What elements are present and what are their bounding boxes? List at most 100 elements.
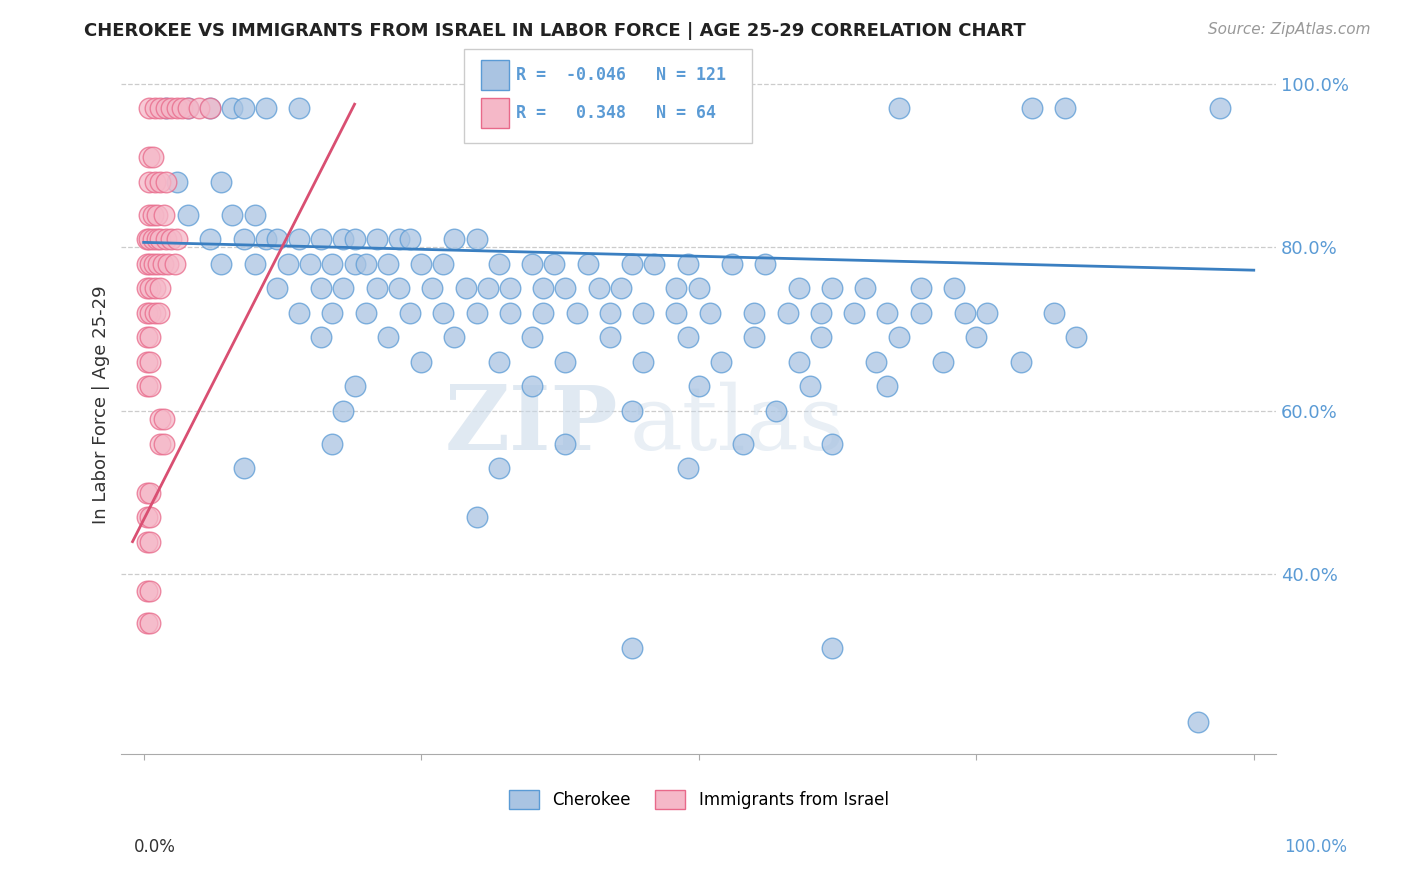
- Point: [599, 330, 621, 344]
- Point: [309, 330, 332, 344]
- Point: [876, 306, 898, 320]
- Point: [910, 281, 932, 295]
- Point: [149, 281, 172, 295]
- Point: [166, 175, 188, 189]
- Point: [343, 379, 366, 393]
- Point: [309, 281, 332, 295]
- Point: [776, 306, 799, 320]
- Point: [599, 306, 621, 320]
- Point: [388, 232, 411, 246]
- Point: [1021, 101, 1043, 115]
- Point: [139, 583, 162, 598]
- Point: [976, 306, 998, 320]
- Point: [149, 175, 172, 189]
- Point: [742, 330, 765, 344]
- Point: [172, 101, 194, 115]
- Point: [243, 208, 266, 222]
- Point: [160, 232, 183, 246]
- Point: [155, 175, 177, 189]
- Point: [166, 101, 188, 115]
- Text: Source: ZipAtlas.com: Source: ZipAtlas.com: [1208, 22, 1371, 37]
- Point: [1064, 330, 1087, 344]
- Point: [200, 101, 222, 115]
- Point: [177, 101, 200, 115]
- Point: [377, 330, 399, 344]
- Point: [366, 232, 388, 246]
- Point: [621, 640, 644, 655]
- Point: [149, 101, 172, 115]
- Point: [136, 510, 159, 524]
- Legend: Cherokee, Immigrants from Israel: Cherokee, Immigrants from Israel: [502, 783, 896, 816]
- Point: [141, 150, 163, 164]
- Point: [139, 510, 162, 524]
- Point: [810, 306, 832, 320]
- Point: [152, 257, 174, 271]
- Point: [232, 461, 254, 475]
- Point: [454, 281, 477, 295]
- Point: [188, 101, 211, 115]
- Point: [139, 616, 162, 631]
- Point: [136, 232, 159, 246]
- Point: [138, 150, 160, 164]
- Point: [821, 281, 844, 295]
- Point: [149, 436, 172, 450]
- Point: [146, 257, 169, 271]
- Point: [139, 330, 162, 344]
- Point: [531, 281, 554, 295]
- Point: [388, 281, 411, 295]
- Point: [887, 330, 910, 344]
- Point: [139, 306, 162, 320]
- Point: [488, 461, 510, 475]
- Point: [138, 175, 160, 189]
- Point: [155, 101, 177, 115]
- Text: ZIP: ZIP: [444, 382, 617, 469]
- Point: [733, 436, 755, 450]
- Point: [742, 306, 765, 320]
- Point: [321, 257, 343, 271]
- Point: [136, 379, 159, 393]
- Point: [146, 208, 169, 222]
- Point: [139, 257, 162, 271]
- Point: [676, 257, 699, 271]
- Point: [477, 281, 499, 295]
- Point: [443, 232, 465, 246]
- Point: [138, 101, 160, 115]
- Point: [288, 232, 311, 246]
- Point: [499, 306, 522, 320]
- Point: [266, 232, 288, 246]
- Point: [136, 257, 159, 271]
- Point: [588, 281, 610, 295]
- Point: [865, 355, 887, 369]
- Point: [166, 232, 188, 246]
- Point: [531, 306, 554, 320]
- Point: [152, 436, 174, 450]
- Point: [221, 101, 243, 115]
- Point: [343, 232, 366, 246]
- Point: [543, 257, 565, 271]
- Point: [821, 640, 844, 655]
- Point: [621, 404, 644, 418]
- Point: [1043, 306, 1066, 320]
- Point: [139, 355, 162, 369]
- Point: [136, 306, 159, 320]
- Point: [443, 330, 465, 344]
- Point: [149, 232, 172, 246]
- Point: [943, 281, 966, 295]
- Point: [765, 404, 787, 418]
- Point: [399, 306, 422, 320]
- Point: [254, 232, 277, 246]
- Point: [377, 257, 399, 271]
- Point: [721, 257, 744, 271]
- Point: [332, 281, 354, 295]
- Point: [136, 330, 159, 344]
- Point: [710, 355, 733, 369]
- Point: [146, 232, 169, 246]
- Point: [232, 232, 254, 246]
- Point: [155, 101, 177, 115]
- Point: [142, 257, 165, 271]
- Y-axis label: In Labor Force | Age 25-29: In Labor Force | Age 25-29: [93, 285, 110, 524]
- Point: [810, 330, 832, 344]
- Point: [309, 232, 332, 246]
- Point: [321, 306, 343, 320]
- Point: [399, 232, 422, 246]
